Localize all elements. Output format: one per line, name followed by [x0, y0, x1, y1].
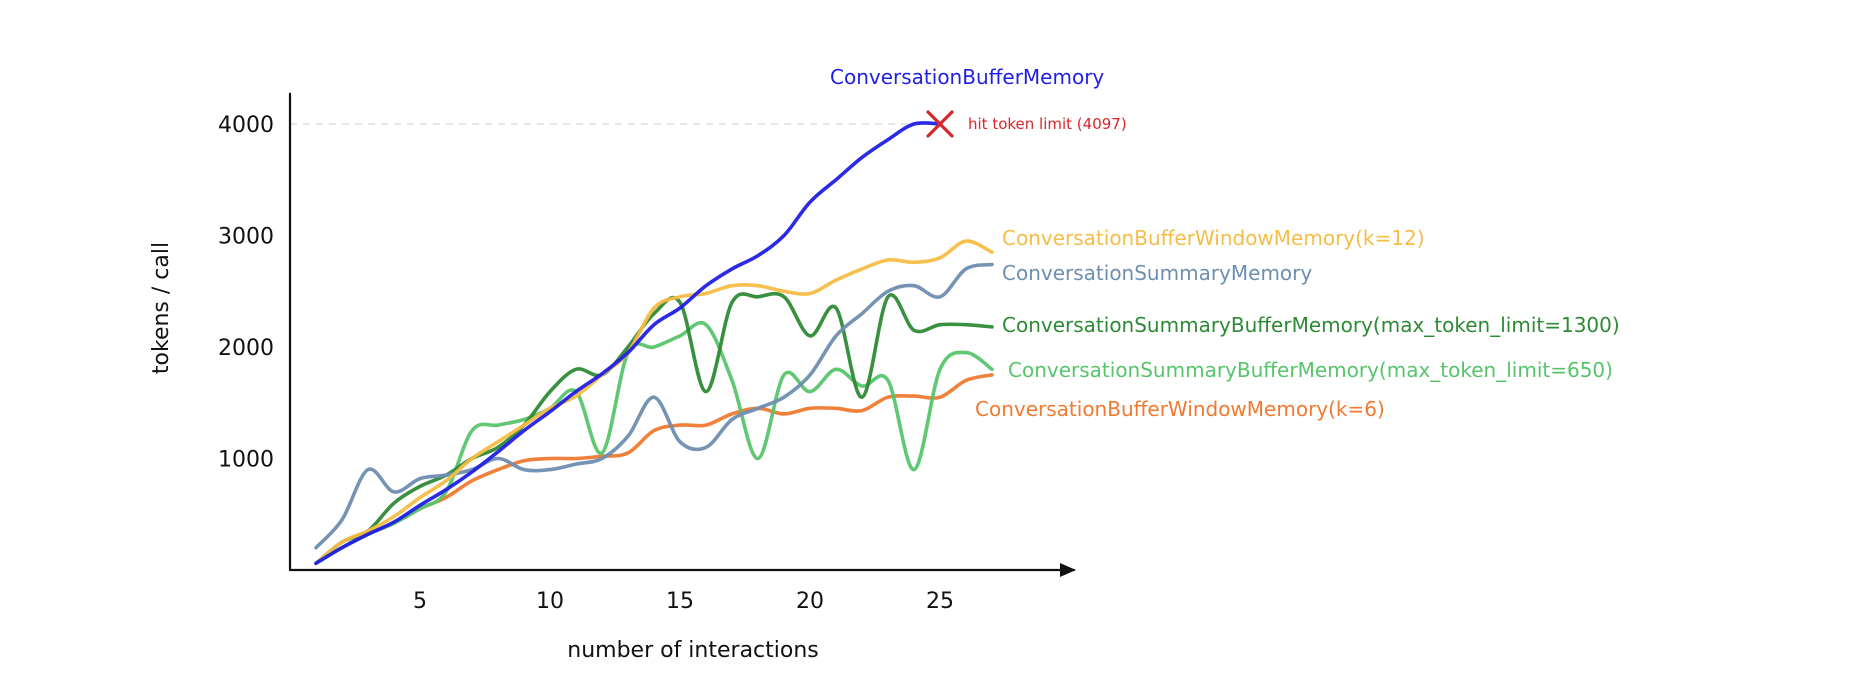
- series-label-conversationsummarybuffermemory-max-token-limit-1300: ConversationSummaryBufferMemory(max_toke…: [1002, 313, 1620, 337]
- series-label-conversationbufferwindowmemory-k-12: ConversationBufferWindowMemory(k=12): [1002, 226, 1425, 250]
- y-tick-label: 1000: [218, 448, 274, 473]
- x-tick-label: 15: [666, 589, 694, 614]
- series-line-conversationbufferwindowmemory-k-6: [314, 373, 994, 566]
- y-axis-title: tokens / call: [149, 242, 174, 374]
- x-tick-label: 5: [413, 589, 427, 614]
- series-lines: [314, 121, 994, 566]
- x-tick-label: 10: [536, 589, 564, 614]
- series-label-conversationbuffermemory: ConversationBufferMemory: [830, 65, 1104, 89]
- series-labels: ConversationBufferMemory ConversationBuff…: [830, 65, 1620, 421]
- x-tick-label: 20: [796, 589, 824, 614]
- x-tick-label: 25: [926, 589, 954, 614]
- y-tick-label: 2000: [218, 336, 274, 361]
- axes: [288, 92, 1076, 577]
- x-axis-arrowhead: [1060, 563, 1076, 577]
- series-label-conversationsummarymemory: ConversationSummaryMemory: [1002, 261, 1312, 285]
- token-limit-marker-group: hit token limit (4097): [926, 110, 1127, 138]
- series-line-conversationbufferwindowmemory-k-12: [314, 239, 994, 566]
- series-line-conversationbuffermemory: [314, 121, 942, 566]
- token-limit-x-icon: [926, 110, 954, 138]
- series-line-conversationsummarybuffermemory-max-token-limit-1300: [314, 291, 994, 566]
- series-label-conversationsummarybuffermemory-max-token-limit-650: ConversationSummaryBufferMemory(max_toke…: [1008, 358, 1613, 382]
- y-tick-label: 4000: [218, 113, 274, 138]
- series-line-conversationsummarybuffermemory-max-token-limit-650: [314, 320, 994, 566]
- series-line-conversationsummarymemory: [314, 262, 994, 550]
- y-tick-label: 3000: [218, 225, 274, 250]
- tick-labels: 5 10 15 20 25 1000 2000 3000 4000: [218, 113, 954, 614]
- x-axis-title: number of interactions: [567, 638, 819, 663]
- series-label-conversationbufferwindowmemory-k-6: ConversationBufferWindowMemory(k=6): [975, 397, 1385, 421]
- token-limit-label: hit token limit (4097): [968, 115, 1127, 133]
